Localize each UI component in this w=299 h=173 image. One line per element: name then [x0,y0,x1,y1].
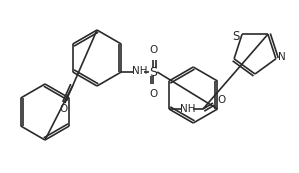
Text: O: O [149,89,157,99]
Text: O: O [149,45,157,55]
Text: S: S [149,66,157,79]
Text: O: O [217,95,225,105]
Text: NH: NH [132,66,148,76]
Text: O: O [59,104,67,114]
Text: NH: NH [180,104,196,114]
Text: N: N [278,52,286,62]
Text: S: S [232,30,240,43]
